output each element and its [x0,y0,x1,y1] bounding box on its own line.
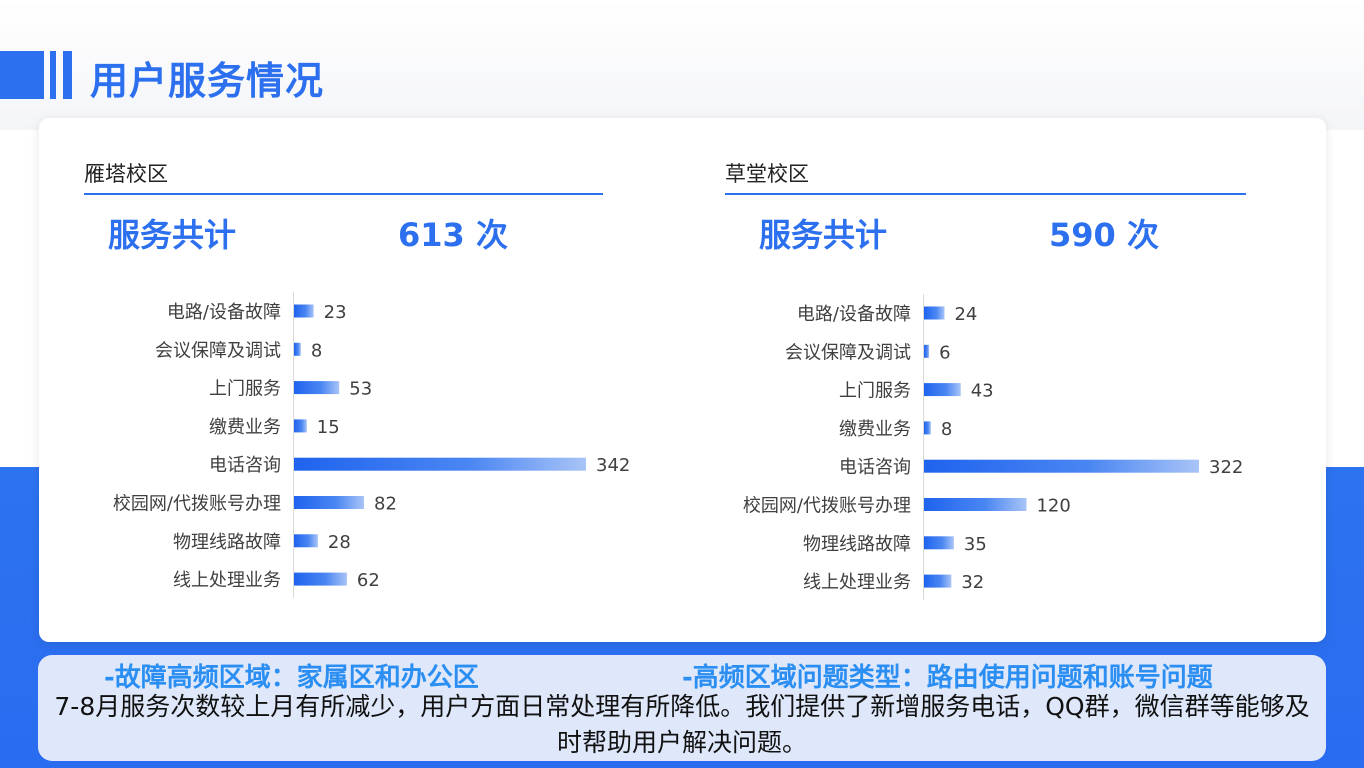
campus-divider [84,193,603,195]
header-background [0,0,1364,130]
caotang-bar-chart: 电路/设备故障 24 会议保障及调试 6 上门服务 43 缴费业务 8 电话咨询 322 校园网/代… [743,294,1243,600]
value-label: 15 [317,417,340,438]
value-label: 35 [964,534,987,555]
category-label: 校园网/代拨账号办理 [113,494,281,515]
title-accent-block [0,51,44,99]
bar [294,572,347,586]
bar [294,342,301,356]
bar [294,381,340,395]
category-label: 会议保障及调试 [785,342,911,363]
bar [924,536,954,550]
category-label: 电路/设备故障 [167,302,281,323]
yanta-bar-chart: 电路/设备故障 23 会议保障及调试 8 上门服务 53 缴费业务 15 电话咨询 342 校园网/… [113,292,630,598]
value-label: 32 [961,572,984,593]
title-accent-stripe [50,51,56,99]
category-label: 缴费业务 [839,419,911,440]
bar [924,421,931,435]
value-label: 53 [349,379,372,400]
bar [294,496,365,509]
category-label: 上门服务 [839,381,911,402]
charts-card [39,118,1326,642]
value-label: 8 [311,340,322,361]
summary-text: 7-8月服务次数较上月有所减少，用户方面日常处理有所降低。我们提供了新增服务电话… [54,692,1310,757]
service-total-label: 服务共计 [759,216,888,254]
bar [924,383,961,397]
service-total-value: 613 次 [398,216,508,254]
value-label: 6 [939,342,950,363]
value-label: 342 [596,455,630,476]
summary-box [38,655,1326,761]
title-accent-stripe [63,51,72,99]
category-label: 线上处理业务 [803,572,911,593]
bar [294,534,318,548]
highlight-problem-type: -高频区域问题类型：路由使用问题和账号问题 [682,663,1213,693]
value-label: 28 [328,532,351,553]
category-label: 电话咨询 [209,455,281,476]
category-label: 线上处理业务 [173,570,281,591]
value-label: 8 [941,419,952,440]
value-label: 82 [374,494,397,515]
category-label: 缴费业务 [209,417,281,438]
category-label: 物理线路故障 [173,532,281,553]
value-label: 43 [971,381,994,402]
bar [924,498,1027,511]
category-label: 上门服务 [209,379,281,400]
value-label: 120 [1036,496,1070,517]
value-label: 24 [954,304,977,325]
bar [924,574,952,588]
service-total-value: 590 次 [1049,216,1159,254]
service-total-label: 服务共计 [108,216,237,254]
category-label: 校园网/代拨账号办理 [743,496,911,517]
campus-name-yanta: 雁塔校区 [84,162,168,186]
page-title: 用户服务情况 [90,59,325,103]
highlight-fault-area: -故障高频区域：家属区和办公区 [104,663,479,693]
bar [924,344,930,358]
category-label: 电话咨询 [839,457,911,478]
bar [294,304,314,318]
value-label: 322 [1209,457,1243,478]
bar [924,459,1199,473]
category-label: 物理线路故障 [803,534,911,555]
value-label: 62 [357,570,380,591]
value-label: 23 [324,302,347,323]
category-label: 电路/设备故障 [797,304,911,325]
bar [924,306,945,320]
bar [294,457,586,471]
campus-name-caotang: 草堂校区 [725,162,809,186]
category-label: 会议保障及调试 [155,340,281,361]
campus-divider [725,193,1246,195]
bar [294,419,307,433]
